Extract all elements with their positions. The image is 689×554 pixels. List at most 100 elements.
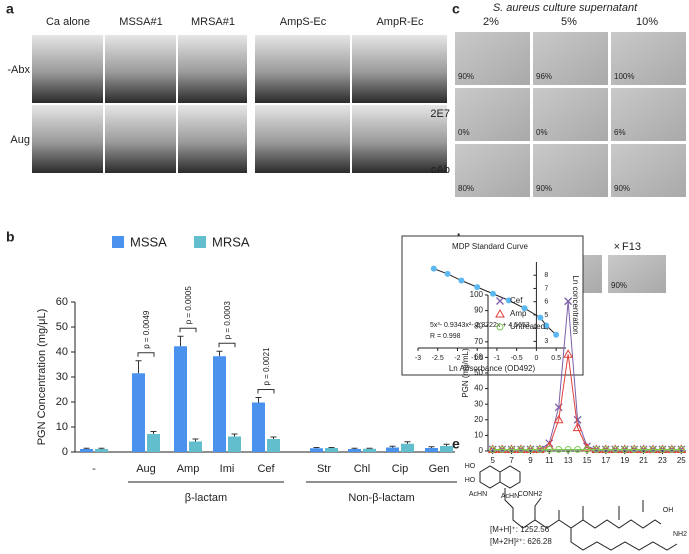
marker: [489, 290, 496, 297]
peptide-chain: [504, 488, 678, 551]
micrograph: [533, 144, 608, 197]
y-tick-label: 100: [470, 290, 484, 299]
x-tick-label: -0.5: [511, 355, 523, 362]
marker: [592, 445, 600, 453]
y-tick-label: 3: [544, 338, 548, 345]
panel-c: 2% 5% 10% 90% 96% 100% 0% 0% 6% 80% 90% 90% 2E7 cAb: [430, 16, 686, 197]
significance-bracket: [179, 327, 197, 333]
legend-label: MSSA: [130, 234, 167, 249]
marker: [508, 445, 516, 453]
micrograph: [455, 32, 530, 85]
sugar-ring: [479, 465, 521, 489]
micrograph: [533, 32, 608, 85]
y-tick-label: 40: [474, 384, 483, 393]
marker: [621, 445, 629, 453]
x-tick-label: 11: [545, 456, 554, 465]
percent-label: 80%: [458, 184, 474, 193]
image-label: F13: [622, 241, 641, 253]
marker: [495, 308, 505, 318]
bar: [80, 449, 93, 452]
marker: [564, 445, 572, 453]
x-tick-label: 13: [564, 456, 573, 465]
percent-label: 90%: [611, 281, 627, 290]
column-label: MSSA#1: [119, 16, 162, 28]
bar: [147, 434, 160, 452]
atom-label: AcHN: [469, 491, 487, 498]
atom-label: CONH2: [518, 491, 543, 498]
atom-label: AcHN: [501, 493, 519, 500]
micrograph: [455, 88, 530, 141]
error-bar: [428, 446, 435, 448]
column-label: 5%: [561, 16, 577, 28]
bar: [95, 449, 108, 452]
column-label: Ca alone: [46, 16, 90, 28]
bar: [386, 447, 399, 452]
error-bar: [328, 447, 335, 448]
legend-label: Amp: [510, 309, 527, 318]
x-tick-label: -1.5: [471, 355, 483, 362]
y-tick-label: 0: [62, 446, 68, 458]
atom-label: HO: [465, 477, 476, 484]
x-tick-label: Imi: [220, 463, 235, 475]
x-tick-label: Amp: [177, 463, 200, 475]
marker: [489, 445, 497, 453]
y-tick-label: 40: [56, 346, 68, 358]
marker: [555, 445, 563, 453]
bar: [213, 356, 226, 452]
y-tick-label: 60: [56, 296, 68, 308]
micrograph: [608, 255, 666, 293]
x-tick-label: 7: [509, 456, 514, 465]
bar: [425, 448, 438, 452]
series-line: [433, 268, 557, 336]
error-bar: [83, 447, 90, 449]
y-tick-label: 7: [544, 285, 548, 292]
bar: [363, 448, 376, 452]
micrograph: [533, 88, 608, 141]
x-tick-label: 25: [677, 456, 686, 465]
error-bar: [98, 447, 105, 449]
bar: [228, 436, 241, 452]
marker: [536, 445, 544, 453]
percent-label: 90%: [614, 184, 630, 193]
y-axis-label: PGN (mg/mL): [461, 348, 470, 398]
micrograph: [352, 105, 447, 173]
x-tick-label: 17: [601, 456, 610, 465]
marker: [444, 270, 451, 277]
y-tick-label: 70: [474, 337, 483, 346]
micrograph: [105, 105, 176, 173]
percent-label: 90%: [458, 72, 474, 81]
error-bar: [150, 431, 157, 434]
mass-label: [M+2H]²⁺: 626.28: [490, 537, 552, 546]
error-bar: [389, 445, 396, 448]
x-tick-label: Aug: [136, 463, 156, 475]
p-value: p = 0.0005: [184, 286, 193, 325]
error-bar: [216, 350, 223, 357]
micrograph: [178, 105, 247, 173]
y-tick-label: 30: [56, 371, 68, 383]
error-bar: [443, 443, 450, 446]
row-label: -Abx: [7, 64, 30, 76]
bar: [348, 449, 361, 452]
bar: [252, 402, 265, 452]
error-bar: [404, 441, 411, 444]
marker: [572, 422, 583, 432]
x-tick-label: -3: [415, 355, 421, 362]
marker: [574, 445, 582, 453]
marker: [543, 322, 550, 329]
marker: [430, 265, 437, 272]
micrograph: [611, 32, 686, 85]
micrograph: [178, 35, 247, 103]
error-bar: [177, 335, 184, 347]
x-tick-label: 21: [639, 456, 648, 465]
panel-label: c: [452, 1, 460, 17]
marker: [564, 297, 573, 306]
r-value: R = 0.998: [430, 333, 461, 340]
panel-label: b: [6, 229, 15, 245]
p-value: p = 0.0021: [262, 347, 271, 386]
x-tick-label: 5: [490, 456, 495, 465]
marker: [563, 349, 574, 358]
marker: [583, 445, 591, 453]
x-tick-label: -: [92, 463, 96, 475]
